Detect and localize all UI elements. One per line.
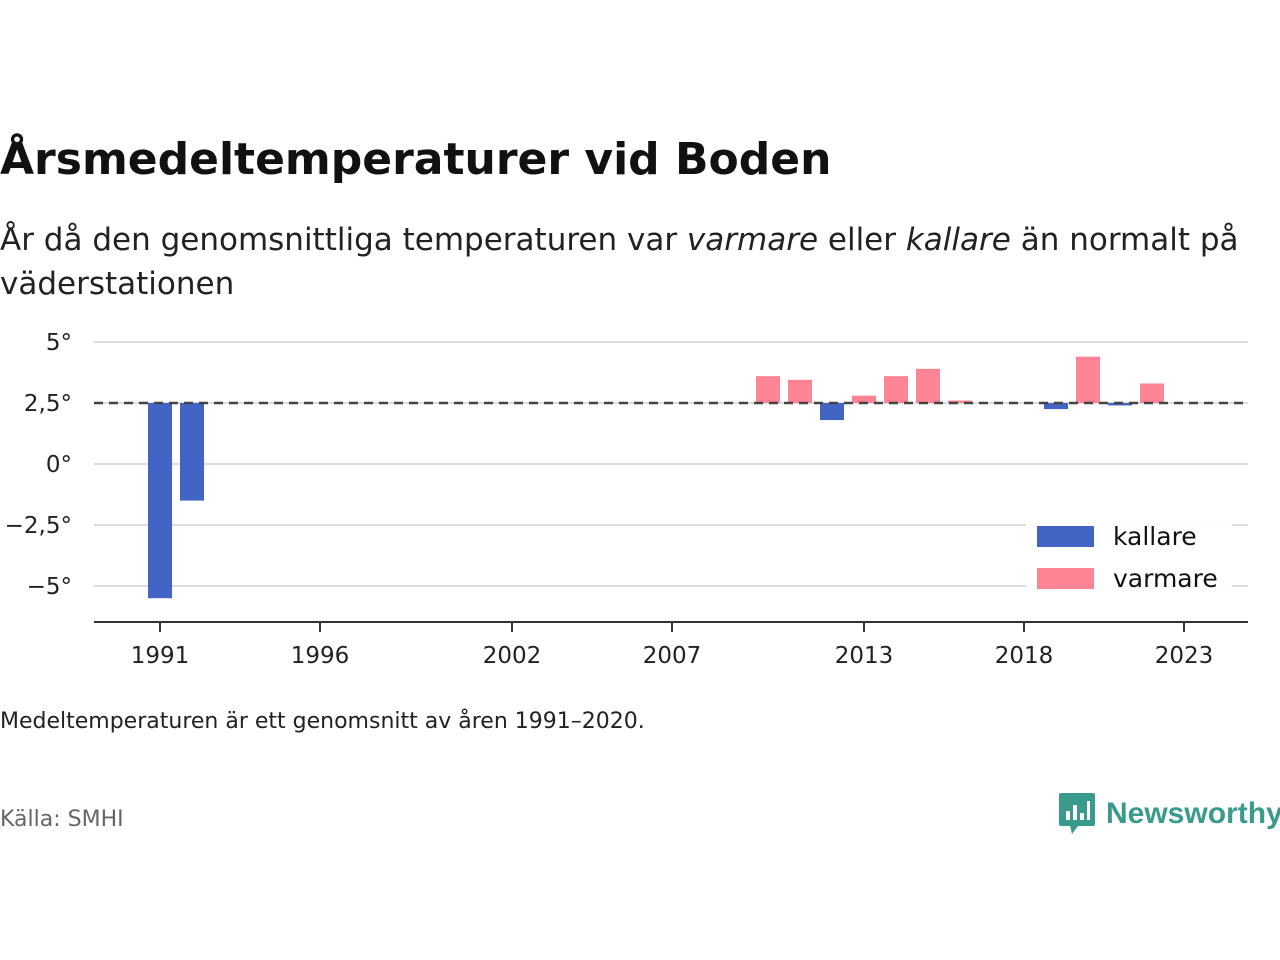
legend-label-varmare: varmare xyxy=(1113,564,1218,593)
y-tick-label-0: 5° xyxy=(46,330,72,356)
bars xyxy=(148,356,1164,599)
bar-2015 xyxy=(916,368,940,403)
x-tick-label-3: 2007 xyxy=(643,643,702,669)
x-tick-label-4: 2013 xyxy=(835,643,894,669)
x-tick-label-1: 1996 xyxy=(291,643,350,669)
y-tick-label-4: −5° xyxy=(27,574,72,600)
bar-2013 xyxy=(852,395,876,403)
legend-swatch-kallare xyxy=(1037,526,1094,547)
x-axis-ticks: 1991 1996 2002 2007 2013 2018 2023 xyxy=(131,622,1214,669)
temperature-bar-chart: 5° 2,5° 0° −2,5° −5° 1991 1996 2002 2007 2013 201… xyxy=(5,330,1248,669)
x-tick-label-2: 2002 xyxy=(483,643,542,669)
subtitle-text-end: än normalt på väderstationen xyxy=(0,222,1239,302)
subtitle-emphasis-kallare: kallare xyxy=(905,222,1011,258)
bar-2011 xyxy=(788,379,812,403)
legend-swatch-varmare xyxy=(1037,568,1094,589)
y-tick-label-3: −2,5° xyxy=(5,513,72,539)
bar-1991 xyxy=(148,403,172,599)
newsworthy-logo[interactable]: Newsworthy xyxy=(1058,790,1280,838)
x-tick-label-6: 2023 xyxy=(1155,643,1214,669)
y-tick-label-2: 0° xyxy=(46,452,72,478)
x-tick-label-0: 1991 xyxy=(131,643,190,669)
y-tick-label-1: 2,5° xyxy=(24,391,72,417)
subtitle-text-middle: eller xyxy=(818,222,906,258)
x-tick-label-5: 2018 xyxy=(995,643,1054,669)
newsworthy-chat-bars-icon xyxy=(1059,793,1095,834)
newsworthy-wordmark: Newsworthy xyxy=(1106,797,1280,830)
bar-2019 xyxy=(1044,403,1068,410)
subtitle-emphasis-varmare: varmare xyxy=(686,222,819,258)
bar-2010 xyxy=(756,376,780,403)
legend: kallare varmare xyxy=(1026,516,1232,616)
subtitle-text-start: År då den genomsnittliga temperaturen va… xyxy=(0,222,687,258)
chart-title: Årsmedeltemperaturer vid Boden xyxy=(0,134,832,185)
bar-2016 xyxy=(948,400,972,403)
bar-1992 xyxy=(180,403,204,501)
source-label: Källa: SMHI xyxy=(0,807,124,832)
chart-subtitle: År då den genomsnittliga temperaturen va… xyxy=(0,218,1260,306)
bar-2012 xyxy=(820,403,844,421)
footnote: Medeltemperaturen är ett genomsnitt av å… xyxy=(0,709,645,734)
y-axis-ticks: 5° 2,5° 0° −2,5° −5° xyxy=(5,330,72,600)
bar-2020 xyxy=(1076,356,1100,403)
legend-label-kallare: kallare xyxy=(1113,522,1197,551)
bar-2022 xyxy=(1140,383,1164,403)
bar-2014 xyxy=(884,376,908,403)
